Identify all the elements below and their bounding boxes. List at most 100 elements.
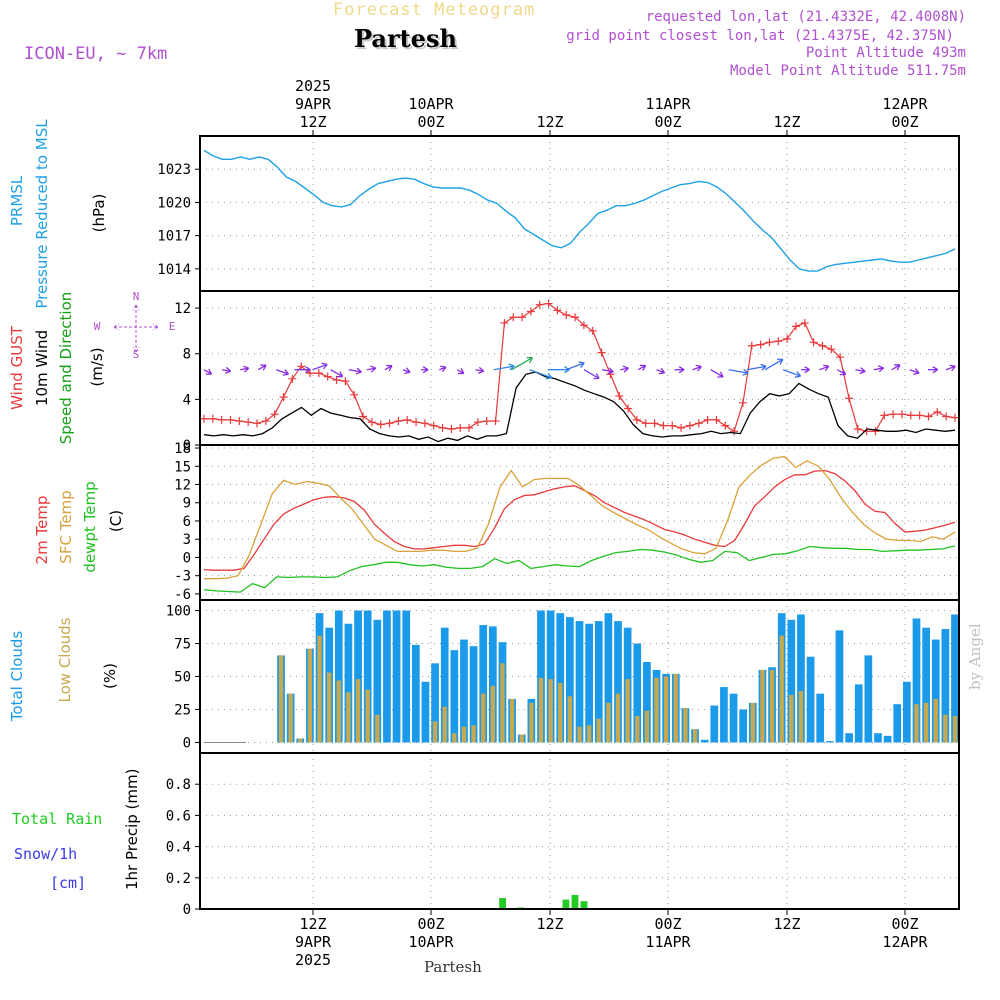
total-cloud-bar [854,684,863,743]
time-label-bottom: 2025 [295,951,331,969]
pressure-label-msl: Pressure Reduced to MSL [33,119,51,309]
total-cloud-bar [334,610,343,743]
y-tick-label: 18 [174,441,191,457]
wind-direction-arrowhead [913,368,920,375]
wind-gust-marker [261,417,270,426]
wind-direction-arrowhead [894,364,901,371]
wind-gust-marker [783,334,792,343]
low-cloud-bar [327,672,332,743]
y-tick-label: 9 [183,496,191,512]
low-cloud-bar [481,693,486,743]
y-tick-label: 75 [174,637,191,653]
time-label-top: 12APR [882,95,928,113]
wind-gust-marker [447,425,456,434]
low-cloud-bar [567,696,573,743]
total-cloud-bar [787,619,796,743]
time-label-bottom: 00Z [891,915,918,933]
low-cloud-bar [615,693,621,743]
low-cloud-bar [952,716,958,743]
total-cloud-bar [344,623,353,743]
wind-unit: (m/s) [88,347,106,386]
wind-gust-marker [403,415,412,424]
wind-direction-arrow [493,365,515,371]
wind-direction-arrowhead [404,367,411,375]
wind-gust-marker [323,372,332,381]
wind-direction-arrow [620,367,629,371]
time-label-top: 2025 [295,77,331,95]
low-cloud-bar [442,706,447,743]
wind-gust-marker [473,418,482,427]
time-label-top: 12Z [773,113,800,131]
wind-gust-label: Wind GUST [8,325,26,410]
low-cloud-bar [288,693,293,743]
compass-rose [113,304,159,353]
wind-gust-marker [562,310,571,319]
total-cloud-bar [729,693,738,743]
wind-gust-marker [818,341,827,350]
low-cloud-bar [432,721,438,743]
temp-2m-label: 2m Temp [33,496,51,565]
wind-direction-label: Speed and Direction [57,292,75,445]
wind-gust-marker [800,318,809,327]
wind-gust-marker [465,423,474,432]
wind-gust-marker [871,427,880,436]
wind-direction-arrowhead [321,362,328,370]
y-tick-label: 1020 [157,195,191,211]
point-altitude: Point Altitude 493m [805,45,966,61]
wind-gust-marker [235,417,244,426]
wind-gust-marker [438,423,447,432]
total-cloud-bar [874,733,882,743]
wind-gust-marker [659,421,668,430]
wind-direction-arrowhead [777,358,784,365]
y-tick-label: -6 [174,587,191,603]
wind-gust-marker [889,410,898,419]
y-tick-label: 6 [183,514,191,530]
wind-direction-arrow [240,367,249,371]
panel-background [200,753,959,909]
total-cloud-bar [864,655,873,743]
low-cloud-bar [692,729,698,743]
wind-gust-marker [500,318,509,327]
pressure-label-prmsl: PRMSL [8,175,26,226]
wind-direction-arrow [873,367,884,371]
wind-direction-arrowhead [224,366,232,374]
time-label-bottom: 12APR [882,933,928,951]
wind-gust-marker [897,410,906,419]
wind-gust-marker [420,419,429,428]
compass-south: S [133,348,140,361]
time-label-bottom: 12Z [299,915,326,933]
total-cloud-bar [720,687,728,743]
dewpoint-label: dewpt Temp [81,481,99,572]
precip-axis-label: 1hr Precip (mm) [123,769,141,890]
total-cloud-bar [604,613,613,743]
wind-gust-marker [588,326,597,335]
total-cloud-bar [700,739,709,743]
wind-direction-arrow [945,365,956,371]
total-cloud-bar [383,610,391,743]
compass-north: N [133,290,140,303]
total-cloud-bar [710,705,719,743]
total-cloud-bar [845,733,853,743]
wind-gust-marker [208,414,217,423]
time-label-top: 10APR [408,95,454,113]
wind-gust-marker [615,391,624,400]
total-cloud-bar [392,610,401,743]
temp-sfc-label: SFC Temp [57,490,75,563]
time-label-top: 12Z [299,113,326,131]
low-cloud-bar [346,692,351,743]
wind-gust-marker [827,345,836,354]
wind-gust-marker [456,423,465,432]
y-tick-label: 1014 [157,262,191,278]
low-cloud-bar [461,726,467,743]
wind-gust-marker [579,321,588,330]
time-label-bottom: 12Z [536,915,563,933]
wind-gust-marker [933,407,942,416]
low-cloud-bar [490,685,496,743]
low-cloud-bar [298,738,303,743]
wind-gust-marker [270,410,279,419]
wind-direction-arrow [855,369,866,373]
y-tick-label: 100 [166,604,191,620]
low-cloud-bar [375,714,380,743]
wind-gust-marker [844,394,853,403]
